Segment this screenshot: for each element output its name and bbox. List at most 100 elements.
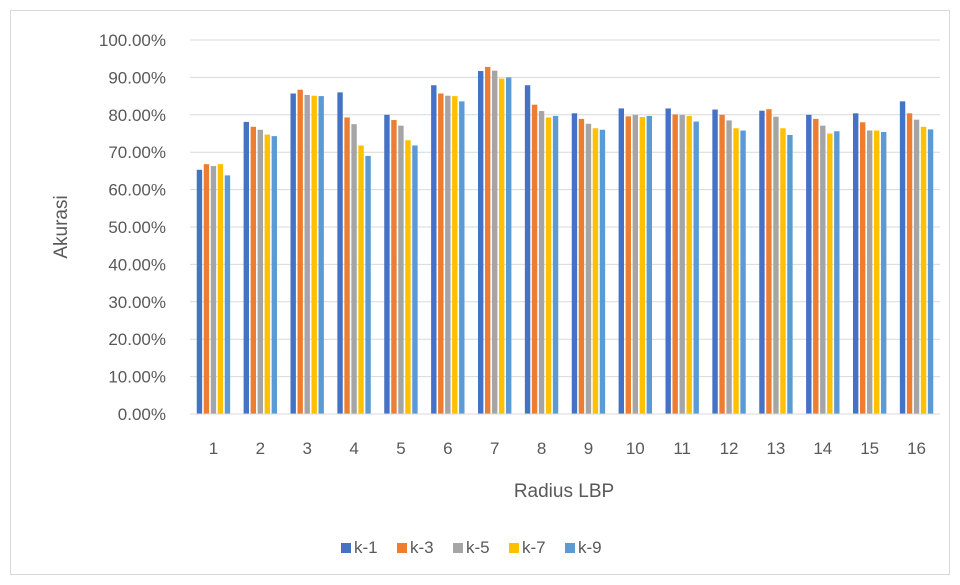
bar-k-1-1	[196, 169, 203, 414]
bar-k-7-6	[452, 96, 458, 414]
bar-k-5-13	[773, 116, 779, 415]
y-tick-label: 70.00%	[108, 143, 166, 162]
legend-swatch	[565, 543, 575, 553]
bar-k-3-13	[766, 109, 772, 414]
bar-k-3-3	[297, 89, 303, 415]
bar-k-9-12	[740, 130, 746, 414]
bar-k-1-3	[290, 93, 296, 414]
bar-k-1-5	[384, 114, 390, 415]
bar-k-5-8	[538, 111, 545, 414]
bar-k-7-5	[405, 140, 411, 415]
bar-k-5-3	[304, 94, 310, 414]
bar-k-7-10	[639, 117, 646, 414]
y-tick-label: 10.00%	[108, 368, 166, 387]
bar-k-7-14	[827, 133, 833, 414]
legend-swatch	[509, 543, 519, 553]
y-tick-label: 40.00%	[108, 255, 166, 274]
legend-swatch	[453, 543, 463, 553]
x-tick-label: 8	[537, 439, 546, 458]
bar-k-7-15	[873, 130, 880, 414]
x-tick-label: 9	[584, 439, 593, 458]
x-tick-label: 5	[396, 439, 405, 458]
bar-k-9-8	[552, 115, 559, 415]
bar-k-1-13	[759, 110, 765, 414]
x-axis-ticks: 1 2 3 4 5 6 7 8 9 10 11 12 13 14 15 16	[209, 439, 926, 458]
bar-k-9-10	[646, 115, 653, 415]
bar-k-5-2	[257, 129, 264, 414]
legend-label: k-7	[522, 538, 546, 557]
bar-k-9-7	[505, 77, 512, 415]
bar-k-9-14	[834, 131, 840, 414]
bar-k-5-6	[445, 95, 451, 414]
bar-k-3-9	[578, 118, 585, 414]
x-tick-label: 1	[209, 439, 218, 458]
x-tick-label: 6	[443, 439, 452, 458]
bar-k-9-2	[271, 136, 278, 414]
y-tick-label: 100.00%	[99, 31, 166, 50]
y-tick-label: 80.00%	[108, 106, 166, 125]
legend-swatch	[341, 543, 351, 553]
bar-k-9-4	[365, 155, 371, 414]
x-axis-title: Radius LBP	[514, 481, 614, 502]
bar-series	[196, 66, 934, 415]
bar-k-1-14	[806, 114, 812, 415]
bar-k-9-5	[412, 145, 418, 414]
bar-k-3-10	[625, 116, 632, 415]
bar-k-1-9	[571, 113, 578, 415]
bar-k-9-9	[599, 129, 606, 414]
bar-k-7-4	[358, 145, 364, 414]
bar-k-7-11	[686, 115, 692, 415]
y-axis-ticks: 0.00% 10.00% 20.00% 30.00% 40.00% 50.00% 60.00…	[99, 31, 166, 424]
bar-k-7-8	[545, 117, 552, 415]
bar-k-7-13	[780, 128, 786, 414]
y-tick-label: 0.00%	[118, 405, 166, 424]
bar-k-1-4	[337, 92, 343, 415]
x-tick-label: 10	[626, 439, 645, 458]
bar-k-7-16	[920, 126, 927, 415]
bar-k-1-6	[431, 85, 437, 414]
bar-k-9-11	[693, 121, 699, 414]
bar-k-9-1	[224, 175, 231, 414]
bar-k-7-3	[311, 95, 317, 414]
bar-k-3-8	[531, 104, 538, 414]
bar-k-9-15	[880, 132, 887, 414]
bar-k-3-4	[344, 117, 350, 415]
bar-k-7-12	[733, 128, 739, 414]
y-tick-label: 30.00%	[108, 293, 166, 312]
bar-k-1-11	[665, 108, 671, 414]
bar-k-7-7	[498, 78, 505, 415]
bar-k-1-8	[524, 85, 531, 414]
bar-k-1-15	[852, 113, 859, 415]
bar-k-1-2	[243, 121, 250, 414]
bar-k-5-5	[398, 125, 404, 415]
legend-label: k-3	[410, 538, 434, 557]
bar-k-3-2	[250, 126, 257, 415]
x-tick-label: 3	[302, 439, 311, 458]
y-axis-title: Akurasi	[51, 195, 72, 258]
bar-k-5-11	[679, 114, 685, 415]
bar-k-9-3	[318, 96, 324, 414]
bar-k-9-16	[927, 129, 934, 414]
bar-k-3-11	[672, 114, 678, 415]
bar-k-5-15	[866, 130, 873, 414]
bar-k-1-10	[618, 108, 625, 414]
bar-k-9-6	[459, 101, 465, 414]
bar-k-1-12	[712, 109, 718, 414]
bar-k-5-10	[632, 114, 639, 415]
y-tick-label: 50.00%	[108, 218, 166, 237]
x-tick-label: 11	[673, 439, 691, 458]
bar-k-5-16	[913, 119, 920, 414]
bar-k-5-9	[585, 123, 592, 414]
bar-k-7-9	[592, 128, 599, 414]
y-tick-label: 90.00%	[108, 68, 166, 87]
x-tick-label: 14	[813, 439, 832, 458]
bar-k-3-7	[484, 66, 491, 415]
bar-k-5-12	[726, 120, 732, 414]
bar-k-3-12	[719, 114, 725, 415]
y-tick-label: 60.00%	[108, 181, 166, 200]
bar-k-9-13	[787, 135, 793, 414]
bar-k-1-16	[899, 101, 906, 414]
legend-label: k-9	[578, 538, 602, 557]
legend-label: k-1	[354, 538, 378, 557]
